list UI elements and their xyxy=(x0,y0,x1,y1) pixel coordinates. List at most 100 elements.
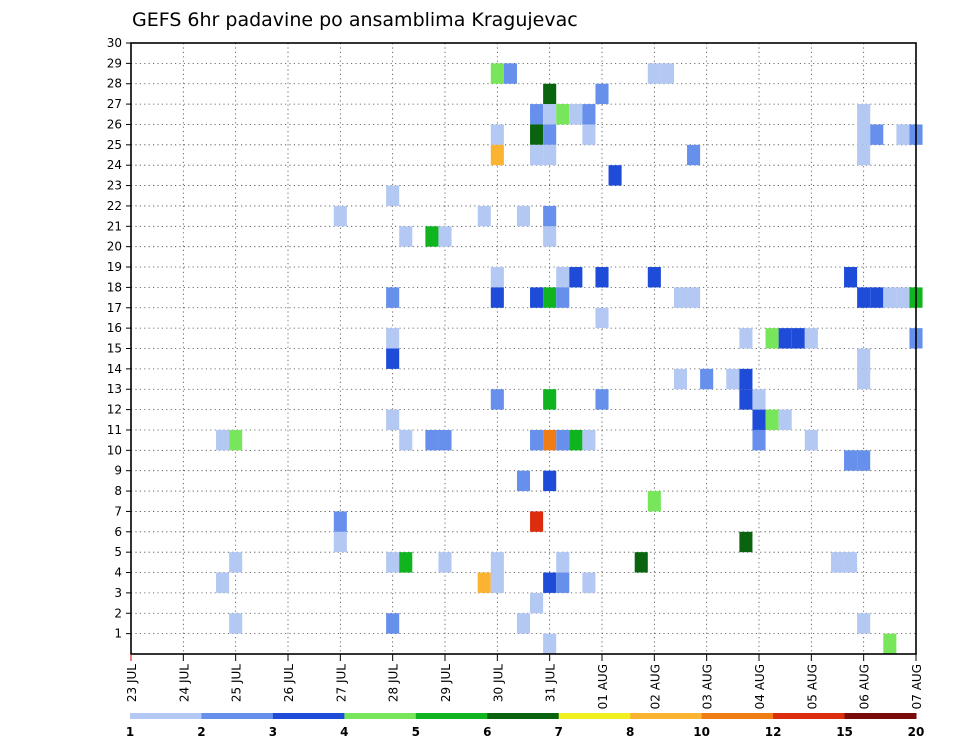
precip-cell xyxy=(804,328,818,349)
precip-cells xyxy=(216,63,923,654)
colorbar-swatch xyxy=(344,713,417,719)
precip-cell xyxy=(765,409,779,430)
precip-cell xyxy=(386,328,400,349)
colorbar-label: 20 xyxy=(908,725,925,739)
precip-cell xyxy=(333,205,347,227)
precip-cell xyxy=(438,429,452,451)
precip-cell xyxy=(386,185,400,206)
precip-cell xyxy=(595,83,609,105)
precip-cell xyxy=(896,124,910,145)
y-tick-label: 4 xyxy=(114,566,122,580)
colorbar-swatch xyxy=(701,713,774,719)
precip-cell xyxy=(778,328,792,349)
y-tick-label: 27 xyxy=(107,97,122,111)
precip-cell xyxy=(660,63,674,84)
precip-cell xyxy=(883,633,897,654)
y-tick-label: 8 xyxy=(114,484,122,498)
y-tick-label: 15 xyxy=(107,342,122,356)
precip-cell xyxy=(857,368,871,390)
y-tick-label: 7 xyxy=(114,504,122,518)
colorbar-label: 15 xyxy=(836,725,853,739)
y-axis: 1234567891011121314151617181920212223242… xyxy=(107,36,131,641)
precip-cell xyxy=(477,572,491,593)
precip-cell xyxy=(399,429,413,451)
precip-cell xyxy=(857,144,871,166)
y-tick-label: 29 xyxy=(107,56,122,70)
y-tick-label: 13 xyxy=(107,382,122,396)
precip-cell xyxy=(857,124,871,145)
precip-cell xyxy=(857,104,871,125)
precip-cell xyxy=(490,287,504,308)
y-tick-label: 16 xyxy=(107,321,122,335)
precip-cell xyxy=(804,429,818,451)
y-tick-label: 26 xyxy=(107,117,122,131)
precip-cell xyxy=(739,389,753,410)
precip-cell xyxy=(556,104,570,125)
y-tick-label: 5 xyxy=(114,545,122,559)
precip-cell xyxy=(543,389,557,410)
precip-cell xyxy=(490,144,504,166)
precip-cell xyxy=(516,613,531,634)
precip-cell xyxy=(425,429,439,451)
colorbar-label: 3 xyxy=(269,725,277,739)
precip-cell xyxy=(870,124,884,145)
precip-cell xyxy=(333,511,347,532)
colorbar-label: 12 xyxy=(765,725,782,739)
precip-cell xyxy=(569,267,583,288)
colorbar-swatch xyxy=(201,713,274,719)
precip-cell xyxy=(582,104,596,125)
colorbar-label: 8 xyxy=(626,725,634,739)
precip-cell xyxy=(844,552,858,573)
precip-cell xyxy=(556,267,570,288)
precip-cell xyxy=(582,429,596,451)
precip-cell xyxy=(765,328,779,349)
precip-cell xyxy=(778,409,792,430)
y-tick-label: 14 xyxy=(107,362,122,376)
precip-cell xyxy=(673,368,688,390)
precip-cell xyxy=(386,287,400,308)
y-tick-label: 23 xyxy=(107,179,122,193)
precip-cell xyxy=(543,226,557,247)
precip-cell xyxy=(752,429,766,451)
x-tick-label: 24 JUL xyxy=(177,664,191,702)
precip-cell xyxy=(438,552,452,573)
colorbar-label: 10 xyxy=(693,725,710,739)
colorbar-swatch xyxy=(415,713,488,719)
precip-cell xyxy=(438,226,452,247)
y-tick-label: 6 xyxy=(114,525,122,539)
x-axis: 23 JUL 24 JUL 25 JUL 26 JUL 27 JUL 28 JUL 29 J… xyxy=(125,654,924,709)
precip-cell xyxy=(556,552,570,573)
colorbar-swatch xyxy=(130,713,202,719)
colorbar-swatch xyxy=(487,713,560,719)
precip-cell xyxy=(503,63,517,84)
precip-cell xyxy=(530,144,544,166)
precip-cell xyxy=(399,552,413,573)
colorbar-swatch xyxy=(558,713,631,719)
precip-cell xyxy=(490,124,504,145)
precip-cell xyxy=(543,429,557,451)
precip-cell xyxy=(569,429,583,451)
x-tick-label: 29 JUL xyxy=(439,664,453,702)
precip-cell xyxy=(739,531,753,553)
precip-cell xyxy=(543,124,557,145)
colorbar-label: 7 xyxy=(555,725,563,739)
x-tick-label: 01 AUG xyxy=(596,664,610,709)
precip-cell xyxy=(634,552,648,573)
precip-cell xyxy=(595,389,609,410)
precip-cell xyxy=(844,450,858,471)
y-tick-label: 22 xyxy=(107,199,122,213)
colorbar-swatch xyxy=(630,713,703,719)
precip-cell xyxy=(229,552,243,573)
x-tick-label: 03 AUG xyxy=(701,664,715,709)
colorbar-swatch xyxy=(773,713,846,719)
precip-cell xyxy=(791,328,805,349)
precip-cell xyxy=(752,389,766,410)
precip-cell xyxy=(608,165,622,186)
x-tick-label: 23 JUL xyxy=(125,664,139,702)
precip-cell xyxy=(477,205,491,227)
x-tick-label: 07 AUG xyxy=(910,664,924,709)
x-tick-label: 27 JUL xyxy=(334,664,348,702)
precip-cell xyxy=(543,572,557,593)
precip-cell xyxy=(582,124,596,145)
